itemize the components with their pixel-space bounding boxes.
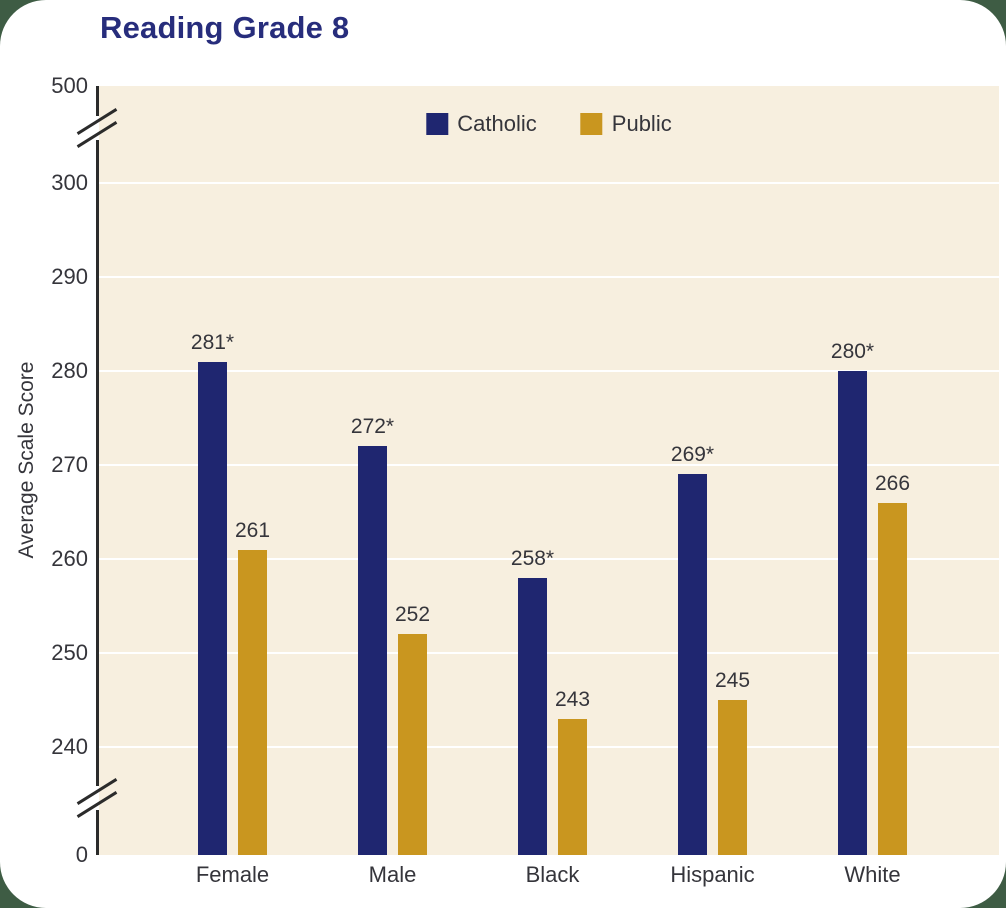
bar-catholic-male	[358, 446, 387, 855]
plot-area: Catholic Public 281* 261 272* 252 258* 243 269…	[76, 86, 999, 855]
bar-value-catholic-hispanic: 269*	[670, 443, 715, 467]
gridline-250	[99, 652, 999, 654]
xlabel-hispanic: Hispanic	[670, 862, 755, 887]
gridline-260	[99, 558, 999, 560]
xlabel-black: Black	[525, 862, 580, 887]
catholic-swatch-icon	[426, 113, 449, 135]
legend-item-catholic: Catholic	[426, 111, 537, 137]
bar-value-catholic-female: 281*	[190, 330, 235, 354]
bar-catholic-female	[198, 361, 227, 855]
ytick-500: 500	[51, 73, 88, 98]
chart-title: Reading Grade 8	[100, 10, 350, 45]
y-axis-line-segment	[96, 86, 99, 116]
bar-catholic-hispanic	[678, 474, 707, 855]
ytick-250: 250	[51, 640, 88, 665]
gridline-240	[99, 746, 999, 748]
bar-catholic-white	[838, 371, 867, 855]
gridline-270	[99, 464, 999, 466]
gridline-290	[99, 276, 999, 278]
bar-value-catholic-white: 280*	[830, 340, 875, 363]
legend-item-public: Public	[580, 111, 672, 137]
ytick-300: 300	[51, 170, 88, 195]
xlabel-white: White	[844, 862, 901, 887]
bar-value-catholic-male: 272*	[350, 415, 395, 439]
bar-value-public-hispanic: 245	[714, 669, 751, 692]
ytick-240: 240	[51, 734, 88, 759]
ytick-280: 280	[51, 358, 88, 383]
gridline-300	[99, 182, 999, 184]
bar-value-public-black: 243	[554, 687, 591, 711]
bar-public-black	[558, 718, 587, 855]
chart-legend: Catholic Public	[426, 111, 672, 137]
legend-label-public: Public	[611, 111, 672, 136]
y-axis-ticks: 500 300 290 280 270 260 250 240 0	[0, 73, 88, 867]
bar-public-male	[398, 634, 427, 855]
bar-catholic-black	[518, 577, 547, 855]
bar-value-catholic-black: 258*	[510, 546, 555, 570]
xlabel-male: Male	[368, 862, 417, 887]
xlabel-female: Female	[195, 862, 270, 887]
ytick-270: 270	[51, 452, 88, 477]
gridline-280	[99, 370, 999, 372]
legend-label-catholic: Catholic	[457, 111, 537, 136]
ytick-290: 290	[51, 264, 88, 289]
bar-value-public-white: 266	[874, 471, 911, 495]
bar-value-public-female: 261	[234, 518, 271, 542]
y-axis-line-segment	[96, 140, 99, 786]
y-axis-line-segment	[96, 810, 99, 855]
bar-value-public-male: 252	[394, 603, 431, 627]
bar-public-white	[878, 502, 907, 855]
ytick-260: 260	[51, 546, 88, 571]
ytick-0: 0	[75, 842, 88, 867]
public-swatch-icon	[580, 113, 603, 135]
bar-public-female	[238, 549, 267, 855]
x-axis-labels: Female Male Black Hispanic White	[99, 862, 999, 894]
bar-public-hispanic	[718, 700, 747, 855]
